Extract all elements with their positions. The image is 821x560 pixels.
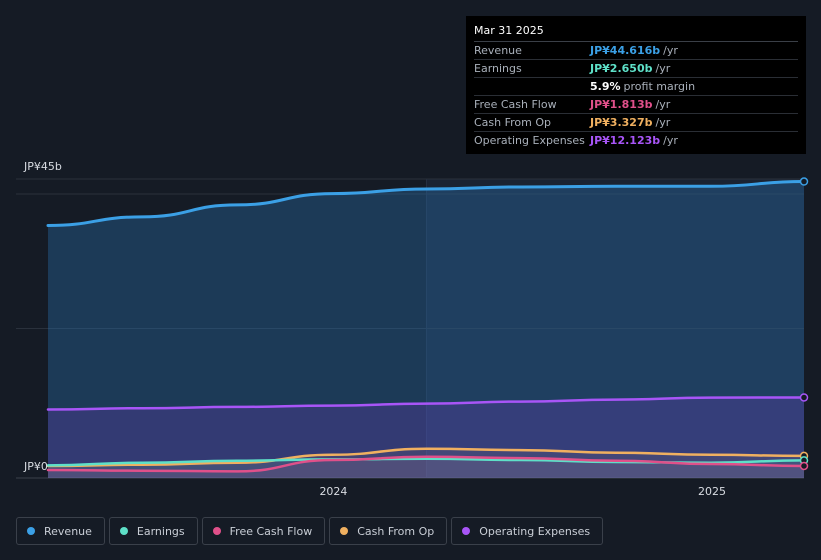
tooltip-row-unit: /yr [663,44,678,57]
tooltip-row-label [474,78,590,95]
free-cash-flow-end-point [799,461,809,471]
legend-dot-icon [27,527,35,535]
legend: Revenue Earnings Free Cash Flow Cash From O… [16,517,604,547]
legend-item-free-cash-flow[interactable]: Free Cash Flow [201,517,326,545]
legend-label: Cash From Op [357,524,435,538]
legend-item-earnings[interactable]: Earnings [108,517,198,545]
revenue-end-point [799,177,809,186]
tooltip-row-unit: /yr [663,134,678,147]
revenue-area [48,181,804,479]
operating-expenses-area [48,397,804,478]
tooltip-row-unit: profit margin [623,80,696,93]
tooltip-row-unit: /yr [655,116,671,129]
tooltip-row-unit: /yr [655,98,671,111]
tooltip-row: Earnings JP¥2.650b/yr [474,60,798,78]
tooltip-panel: Mar 31 2025 Revenue JP¥44.616b/yr Earnings… [466,16,806,154]
tooltip-row: Operating Expenses JP¥12.123b/yr [474,132,798,149]
x-tick-label: 2024 [319,485,347,498]
tooltip-row-label: Free Cash Flow [474,98,557,111]
tooltip-row-value: JP¥3.327b [590,116,653,129]
tooltip-row-value: JP¥12.123b [590,134,661,147]
tooltip-row-label: Earnings [474,62,522,75]
x-tick-label: 2025 [698,485,726,498]
tooltip-row-label: Cash From Op [474,116,552,129]
tooltip-row-value: JP¥44.616b [590,44,661,57]
legend-label: Earnings [136,524,185,538]
revenue-line [46,180,806,228]
legend-item-operating-expenses[interactable]: Operating Expenses [451,517,604,545]
legend-item-revenue[interactable]: Revenue [16,517,105,545]
tooltip-row: 5.9% profit margin [474,78,798,96]
legend-dot-icon [119,527,128,535]
legend-item-cash-from-op[interactable]: Cash From Op [329,517,448,545]
legend-label: Operating Expenses [479,524,591,538]
legend-label: Free Cash Flow [229,524,313,538]
legend-dot-icon [340,527,349,535]
tooltip-row: Revenue JP¥44.616b/yr [474,42,798,60]
tooltip-date: Mar 31 2025 [474,23,798,42]
operating-expenses-end-point [799,393,809,402]
legend-dot-icon [212,527,221,535]
y-axis-zero-label: JP¥0 [23,460,48,473]
tooltip-row: Cash From Op JP¥3.327b/yr [474,114,798,132]
tooltip-row-unit: /yr [655,62,671,75]
cash-from-op-line [46,447,806,468]
tooltip-row-label: Revenue [474,44,522,57]
operating-expenses-line [46,396,806,411]
tooltip-row-value: JP¥1.813b [590,98,653,111]
y-axis-top-label: JP¥45b [23,160,62,173]
free-cash-flow-line [46,455,806,473]
tooltip-row: Free Cash Flow JP¥1.813b/yr [474,96,798,114]
tooltip-row-label: Operating Expenses [474,134,585,147]
tooltip-row-value: 5.9% [590,80,621,93]
legend-label: Revenue [44,524,92,538]
tooltip-row-value: JP¥2.650b [590,62,653,75]
legend-dot-icon [462,527,471,535]
